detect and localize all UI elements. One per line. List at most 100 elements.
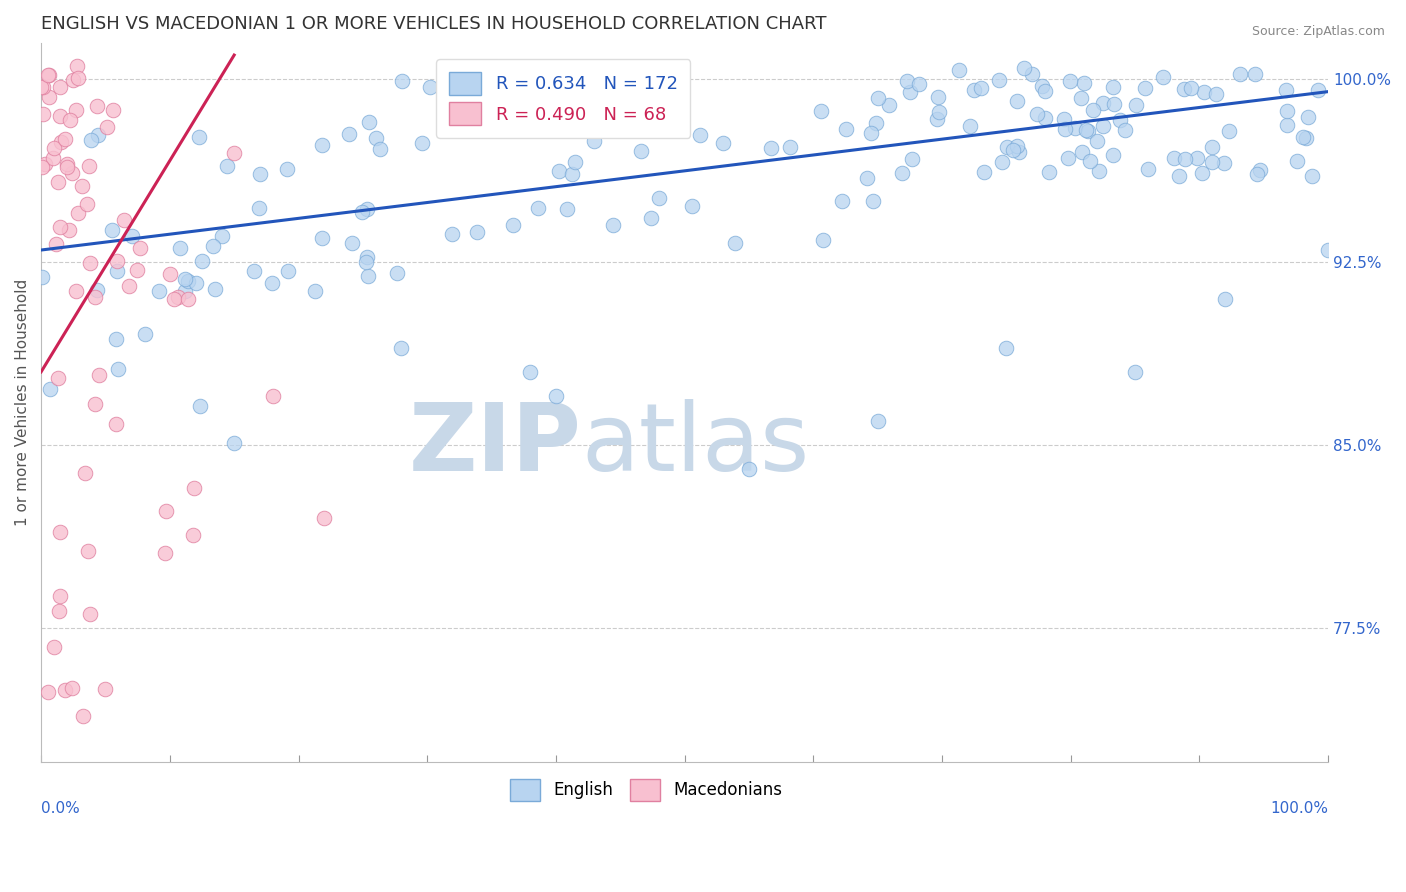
Point xyxy=(1244,67,1267,81)
Point xyxy=(1205,87,1227,101)
Point xyxy=(1201,140,1223,154)
Point xyxy=(162,292,184,306)
Point xyxy=(181,528,204,542)
Point xyxy=(222,436,245,450)
Point xyxy=(1005,139,1028,153)
Point xyxy=(927,90,949,104)
Point xyxy=(84,290,107,304)
Point xyxy=(30,80,52,95)
Point xyxy=(898,85,921,99)
Point xyxy=(458,90,481,104)
Point xyxy=(385,266,408,280)
Point xyxy=(865,116,887,130)
Point xyxy=(89,368,111,382)
Point xyxy=(129,241,152,255)
Point xyxy=(105,254,128,268)
Point xyxy=(1091,95,1114,110)
Point xyxy=(118,278,141,293)
Point xyxy=(1012,61,1035,75)
Point xyxy=(48,220,70,235)
Point xyxy=(86,283,108,297)
Text: 100.0%: 100.0% xyxy=(1270,801,1329,816)
Point xyxy=(1080,153,1102,168)
Point xyxy=(65,284,87,298)
Text: ENGLISH VS MACEDONIAN 1 OR MORE VEHICLES IN HOUSEHOLD CORRELATION CHART: ENGLISH VS MACEDONIAN 1 OR MORE VEHICLES… xyxy=(41,15,827,33)
Point xyxy=(148,284,170,298)
Point xyxy=(314,511,336,525)
Point xyxy=(169,241,191,255)
Point xyxy=(1081,103,1104,118)
Point xyxy=(1275,82,1298,96)
Point xyxy=(505,102,527,116)
Point xyxy=(191,254,214,268)
Point xyxy=(831,194,853,208)
Point xyxy=(354,255,377,269)
Point xyxy=(997,139,1019,153)
Text: Source: ZipAtlas.com: Source: ZipAtlas.com xyxy=(1251,25,1385,38)
Point xyxy=(557,202,579,216)
Point xyxy=(96,120,118,134)
Point xyxy=(411,136,433,150)
Point xyxy=(155,503,177,517)
Point xyxy=(31,270,53,285)
Point xyxy=(70,178,93,193)
Point xyxy=(995,341,1018,355)
Point xyxy=(1308,82,1330,96)
Point xyxy=(356,202,378,217)
Point xyxy=(357,114,380,128)
Point xyxy=(1192,85,1215,99)
Point xyxy=(39,382,62,396)
Point xyxy=(544,389,567,403)
Point xyxy=(1213,292,1236,306)
Point xyxy=(465,225,488,239)
Point xyxy=(630,144,652,158)
Point xyxy=(188,130,211,145)
Point xyxy=(440,227,463,242)
Point xyxy=(1021,67,1043,81)
Point xyxy=(58,223,80,237)
Point xyxy=(48,79,70,94)
Point xyxy=(49,589,72,603)
Point xyxy=(46,175,69,189)
Point xyxy=(973,165,995,179)
Legend: English, Macedonians: English, Macedonians xyxy=(503,772,789,807)
Point xyxy=(337,127,360,141)
Point xyxy=(174,271,197,285)
Point xyxy=(311,230,333,244)
Point xyxy=(502,218,524,232)
Point xyxy=(519,365,541,379)
Point xyxy=(211,229,233,244)
Point xyxy=(551,103,574,118)
Point xyxy=(62,73,84,87)
Point xyxy=(1102,79,1125,94)
Point xyxy=(277,264,299,278)
Point xyxy=(249,167,271,181)
Point xyxy=(79,607,101,621)
Point xyxy=(37,69,59,83)
Point xyxy=(262,276,284,290)
Point xyxy=(860,126,883,140)
Point xyxy=(948,62,970,77)
Point xyxy=(224,145,246,160)
Point xyxy=(1092,120,1115,134)
Point xyxy=(868,91,890,105)
Point xyxy=(391,341,413,355)
Point xyxy=(1174,152,1197,166)
Point xyxy=(1201,155,1223,169)
Point xyxy=(134,326,156,341)
Point xyxy=(738,462,761,476)
Point xyxy=(1087,164,1109,178)
Point xyxy=(1180,81,1202,95)
Point xyxy=(80,133,103,147)
Point xyxy=(759,141,782,155)
Point xyxy=(49,109,72,123)
Point xyxy=(188,399,211,413)
Point xyxy=(1102,97,1125,112)
Point xyxy=(1317,243,1340,257)
Point xyxy=(1070,91,1092,105)
Point xyxy=(1292,130,1315,145)
Point xyxy=(1277,104,1299,119)
Point xyxy=(991,155,1014,169)
Point xyxy=(48,371,70,385)
Point xyxy=(56,160,79,174)
